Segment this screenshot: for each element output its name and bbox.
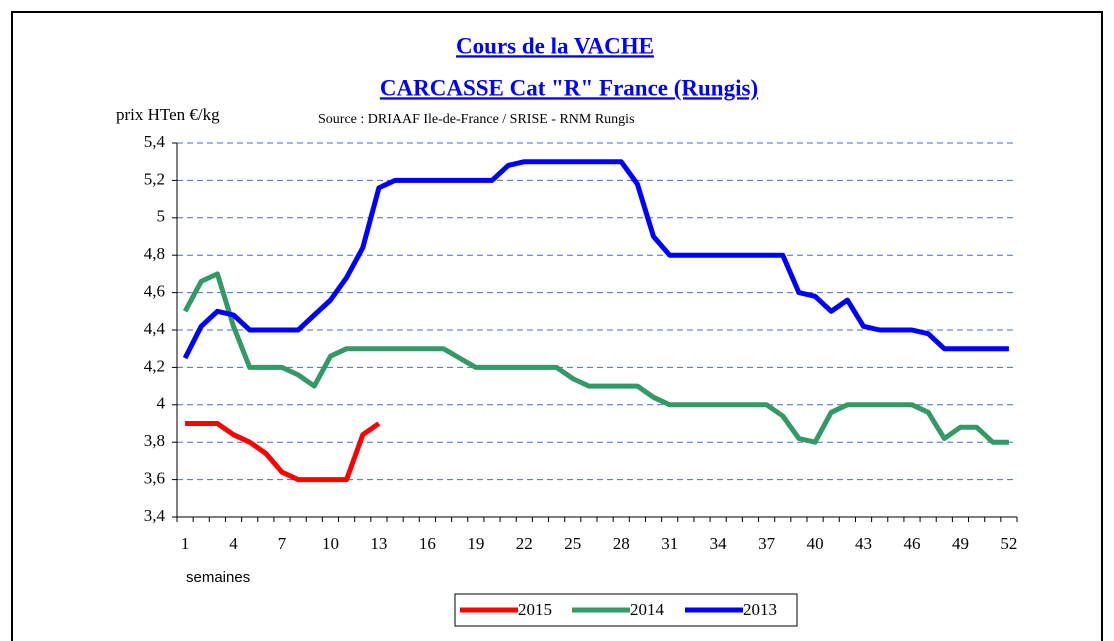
legend-label: 2014 <box>630 600 665 619</box>
x-tick-label: 31 <box>661 534 678 553</box>
x-tick-label: 19 <box>467 534 484 553</box>
y-tick-label: 3,4 <box>144 506 166 525</box>
y-tick-label: 3,8 <box>144 431 165 450</box>
x-tick-label: 49 <box>952 534 969 553</box>
y-tick-label: 4,2 <box>144 356 165 375</box>
x-tick-label: 34 <box>710 534 728 553</box>
y-axis-label: prix HTen €/kg <box>116 105 220 124</box>
frame <box>11 11 1103 641</box>
y-tick-label: 4,8 <box>144 244 165 263</box>
line-series <box>182 271 1009 445</box>
x-tick-label: 52 <box>1000 534 1017 553</box>
x-tick-label: 10 <box>322 534 339 553</box>
line-series <box>182 159 1009 360</box>
chart-title: CARCASSE Cat "R" France (Rungis) <box>380 75 758 100</box>
x-tick-label: 43 <box>855 534 872 553</box>
x-axis-label: semaines <box>186 569 250 586</box>
x-tick-label: 4 <box>229 534 238 553</box>
x-tick-label: 7 <box>278 534 287 553</box>
x-tick-label: 22 <box>516 534 533 553</box>
y-tick-label: 3,6 <box>144 469 165 488</box>
x-tick-label: 46 <box>904 534 921 553</box>
x-tick-label: 16 <box>419 534 436 553</box>
legend-label: 2015 <box>518 600 552 619</box>
chart-title: Cours de la VACHE <box>456 33 654 58</box>
legend-label: 2013 <box>743 600 777 619</box>
y-tick-label: 4,6 <box>144 282 165 301</box>
y-tick-label: 5,2 <box>144 169 165 188</box>
y-tick-label: 4 <box>157 394 166 413</box>
y-tick-label: 5 <box>157 207 166 226</box>
x-tick-label: 40 <box>807 534 824 553</box>
line-series <box>185 421 381 483</box>
x-tick-label: 25 <box>564 534 581 553</box>
x-tick-label: 28 <box>613 534 630 553</box>
x-tick-label: 37 <box>758 534 776 553</box>
y-tick-label: 4,4 <box>144 319 166 338</box>
x-tick-label: 13 <box>370 534 387 553</box>
x-tick-label: 1 <box>181 534 190 553</box>
chart-subtitle: Source : DRIAAF Ile-de-France / SRISE - … <box>318 112 635 127</box>
y-tick-label: 5,4 <box>144 132 166 151</box>
